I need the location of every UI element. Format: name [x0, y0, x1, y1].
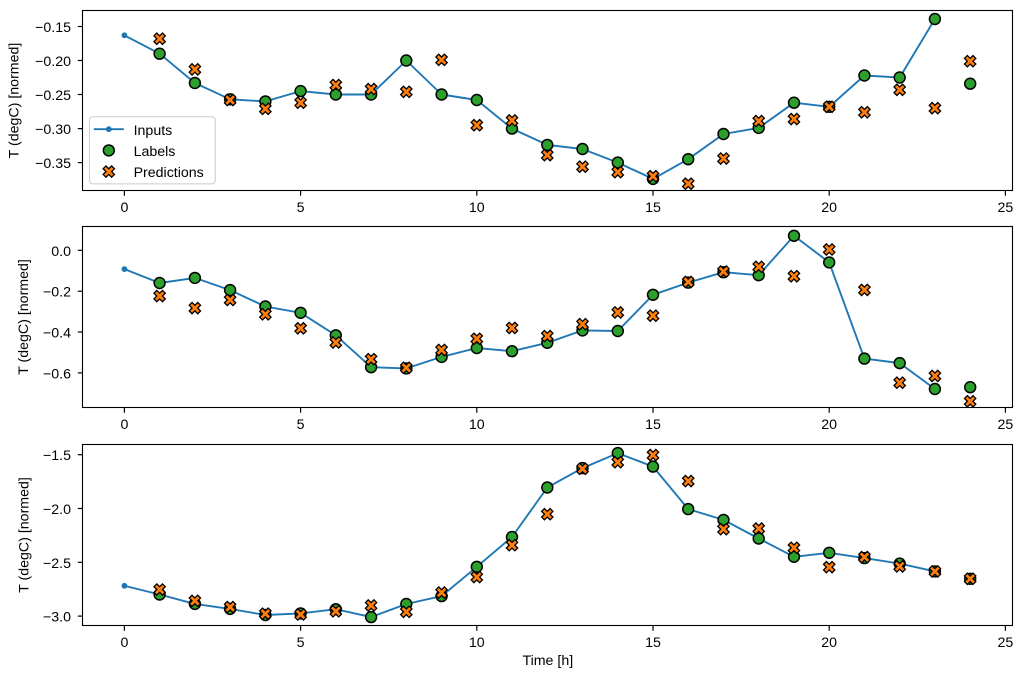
svg-text:−2.5: −2.5 — [43, 556, 71, 572]
svg-text:5: 5 — [297, 200, 305, 216]
svg-text:25: 25 — [998, 200, 1014, 216]
svg-text:10: 10 — [469, 417, 485, 433]
svg-text:−0.4: −0.4 — [43, 326, 71, 342]
svg-text:Predictions: Predictions — [134, 165, 204, 181]
svg-text:0: 0 — [120, 417, 128, 433]
svg-text:5: 5 — [297, 417, 305, 433]
svg-text:Labels: Labels — [134, 144, 176, 160]
svg-text:−0.6: −0.6 — [43, 366, 71, 382]
svg-text:Time [h]: Time [h] — [522, 653, 573, 669]
svg-text:−0.15: −0.15 — [35, 20, 71, 36]
svg-text:10: 10 — [469, 200, 485, 216]
svg-text:25: 25 — [998, 635, 1014, 651]
svg-text:0.0: 0.0 — [51, 244, 71, 260]
svg-text:−2.0: −2.0 — [43, 502, 71, 518]
svg-text:10: 10 — [469, 635, 485, 651]
svg-text:−0.2: −0.2 — [43, 285, 71, 301]
svg-text:T (degC) [normed]: T (degC) [normed] — [16, 477, 32, 593]
svg-text:−0.30: −0.30 — [35, 122, 71, 138]
svg-text:5: 5 — [297, 635, 305, 651]
svg-text:−0.35: −0.35 — [35, 156, 71, 172]
svg-text:T (degC) [normed]: T (degC) [normed] — [16, 259, 32, 375]
svg-text:15: 15 — [645, 417, 661, 433]
svg-text:T (degC) [normed]: T (degC) [normed] — [6, 43, 22, 159]
svg-text:25: 25 — [998, 417, 1014, 433]
svg-text:−3.0: −3.0 — [43, 610, 71, 626]
svg-text:0: 0 — [120, 635, 128, 651]
svg-text:15: 15 — [645, 200, 661, 216]
svg-text:20: 20 — [821, 635, 837, 651]
svg-text:−0.25: −0.25 — [35, 88, 71, 104]
svg-text:20: 20 — [821, 200, 837, 216]
svg-text:0: 0 — [120, 200, 128, 216]
svg-text:Inputs: Inputs — [134, 123, 173, 139]
svg-text:15: 15 — [645, 635, 661, 651]
svg-text:−1.5: −1.5 — [43, 448, 71, 464]
svg-text:20: 20 — [821, 417, 837, 433]
svg-text:−0.20: −0.20 — [35, 54, 71, 70]
